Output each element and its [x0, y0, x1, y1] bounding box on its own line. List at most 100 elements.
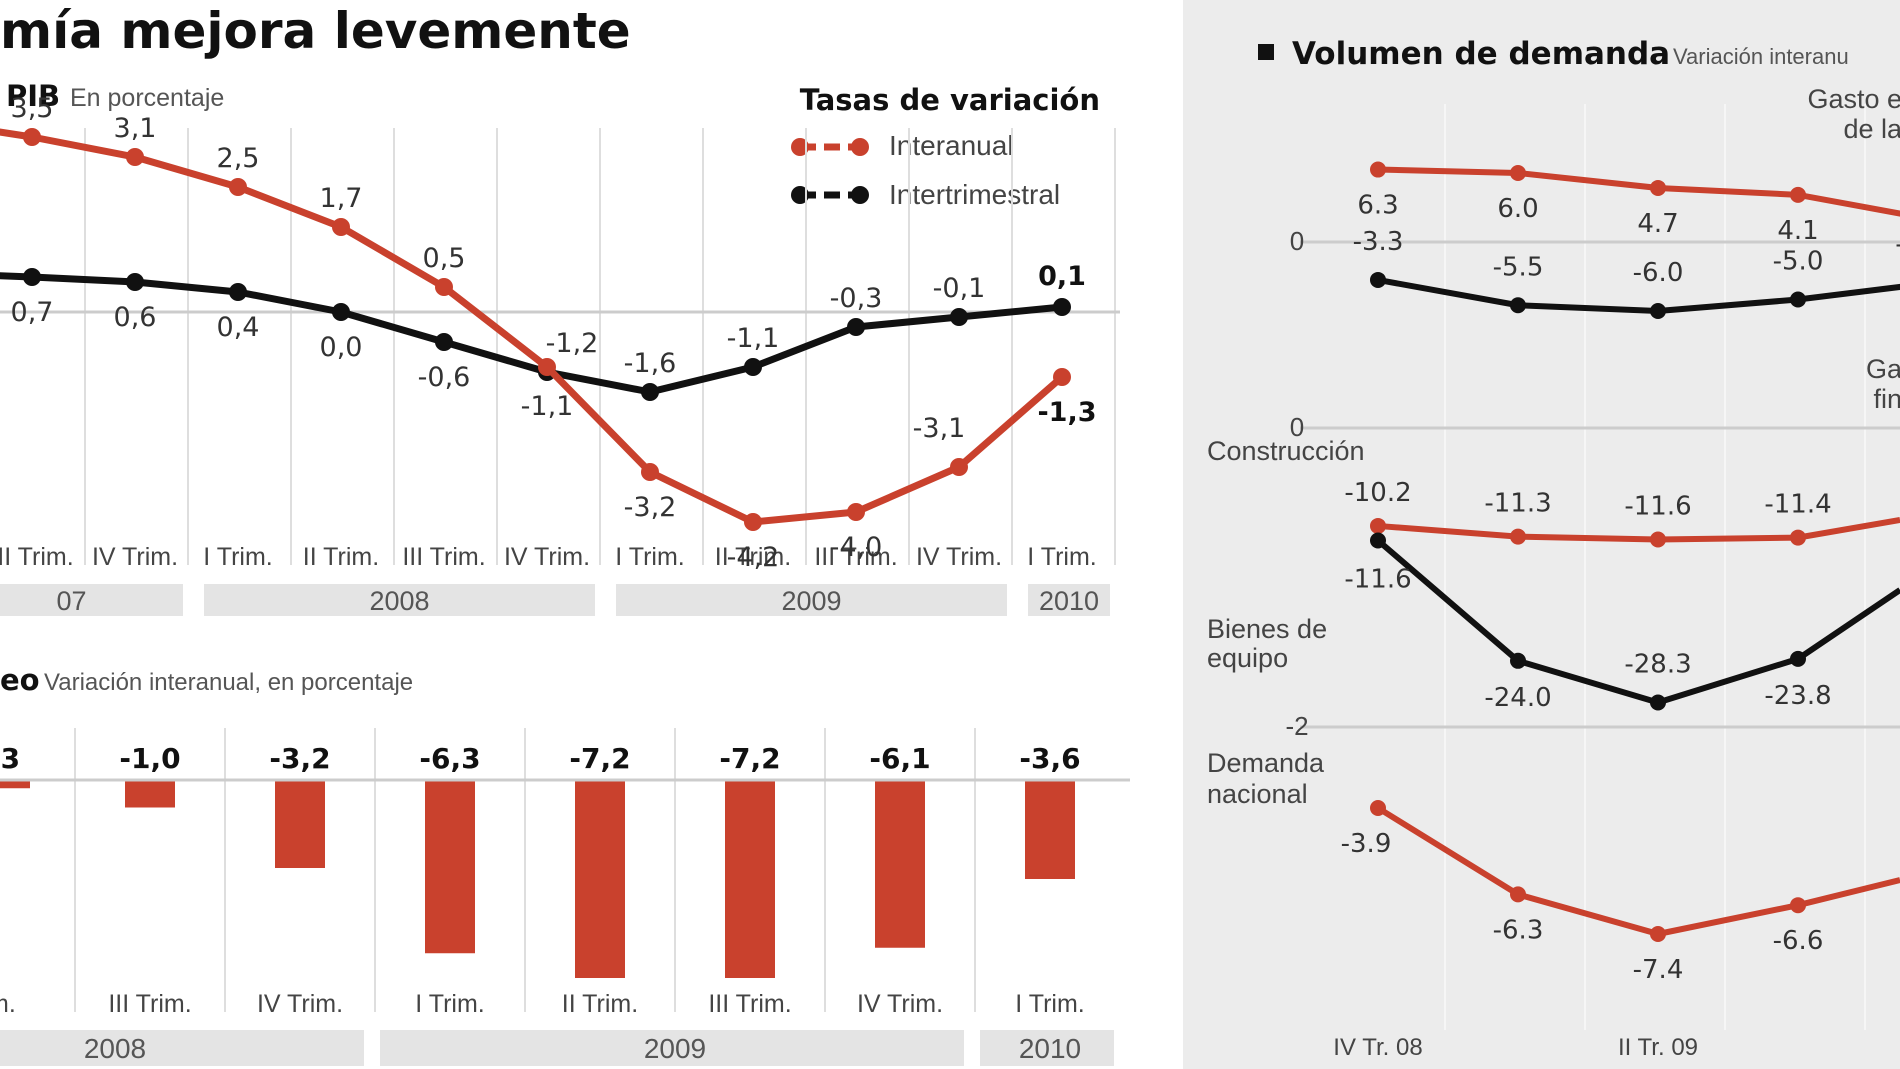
- data-label: 3,1: [114, 113, 157, 144]
- data-point: [435, 333, 453, 351]
- series-name: nacional: [1207, 779, 1308, 809]
- legend-item-intertrimestral: Intertrimestral: [791, 179, 1060, 210]
- data-point: [1650, 179, 1666, 196]
- data-point: [332, 218, 350, 236]
- data-point: [229, 283, 247, 301]
- data-label: -3.3: [1353, 227, 1404, 257]
- data-label: -28.3: [1624, 650, 1691, 680]
- data-label: -3,6: [1019, 742, 1080, 775]
- data-label: 4.7: [1637, 209, 1678, 239]
- legend-label-interanual: Interanual: [889, 130, 1014, 161]
- legend-item-interanual: Interanual: [791, 130, 1014, 161]
- series-name: Construcción: [1207, 436, 1365, 466]
- data-point: [1650, 303, 1666, 319]
- data-point: [1650, 926, 1666, 942]
- data-label: 0,4: [217, 312, 260, 343]
- data-label: -3.9: [1341, 829, 1392, 859]
- data-label: -3,1: [913, 413, 966, 444]
- bar: [0, 780, 30, 789]
- series-name: Demanda: [1207, 748, 1325, 778]
- year-label: 2009: [781, 586, 841, 616]
- demanda-title: Volumen de demanda: [1292, 36, 1670, 72]
- series-name: Gasto e: [1807, 84, 1900, 114]
- empleo-title: eo: [0, 663, 40, 697]
- tick-label: III Trim.: [0, 543, 74, 571]
- series-name: Ga: [1866, 354, 1900, 384]
- data-label: 4.1: [1777, 216, 1818, 246]
- data-label: -0,6: [418, 362, 471, 393]
- data-label: -1,3: [1037, 397, 1096, 428]
- tick-label: III Trim.: [402, 543, 485, 571]
- data-label: -11.6: [1344, 565, 1411, 595]
- data-label: 0,5: [423, 243, 466, 274]
- year-bar: [980, 1030, 1114, 1066]
- data-label: 2,5: [217, 143, 260, 174]
- data-point: [229, 178, 247, 196]
- data-label: 0,6: [114, 302, 157, 333]
- data-label: -5.0: [1773, 247, 1824, 277]
- data-point: [126, 148, 144, 166]
- data-label: -6.6: [1773, 926, 1824, 956]
- tick-label: I Trim.: [1027, 543, 1096, 571]
- data-point: [332, 303, 350, 321]
- bar: [125, 780, 175, 808]
- bar: [425, 780, 475, 954]
- data-label: -3,2: [624, 492, 677, 523]
- tick-label: III Trim.: [708, 990, 791, 1018]
- tick-label: I Trim.: [203, 543, 272, 571]
- demanda-chart: Volumen de demanda Variación interanu IV T…: [1207, 36, 1900, 1061]
- year-bar: [1028, 584, 1110, 616]
- data-point: [1370, 517, 1386, 534]
- data-label: -4,0: [830, 532, 883, 563]
- tick-label: I Trim.: [615, 543, 684, 571]
- data-point: [1510, 886, 1526, 903]
- data-point: [1790, 650, 1806, 667]
- data-point: [847, 503, 865, 521]
- year-bar: [0, 584, 183, 616]
- data-point: [1370, 271, 1386, 288]
- year-bar: [380, 1030, 964, 1066]
- data-point: [1650, 531, 1666, 548]
- data-label: -4,2: [727, 542, 780, 573]
- data-label: -24.0: [1484, 683, 1551, 713]
- year-label: 2010: [1019, 1033, 1081, 1064]
- data-label: 0,0: [320, 332, 363, 363]
- data-label: 3,5: [11, 93, 54, 124]
- data-label: -1,1: [521, 391, 574, 422]
- tick-label: II Tr. 09: [1618, 1034, 1698, 1061]
- pib-unit: En porcentaje: [70, 84, 224, 112]
- data-point: [641, 463, 659, 481]
- data-point: [1510, 165, 1526, 181]
- data-label: -6.0: [1633, 258, 1684, 288]
- tick-label: rim.: [0, 990, 16, 1018]
- data-point: [950, 308, 968, 326]
- data-label: -7,2: [719, 742, 780, 775]
- data-point: [126, 273, 144, 291]
- tick-label: IV Tr. 08: [1333, 1034, 1422, 1061]
- data-label: -6.3: [1493, 915, 1544, 945]
- year-label: 07: [56, 586, 86, 616]
- data-label: -7.4: [1633, 955, 1684, 985]
- data-point: [435, 278, 453, 296]
- legend-title: Tasas de variación: [800, 83, 1100, 117]
- data-label: -6,1: [869, 742, 930, 775]
- pib-chart: III Trim. IV Trim. I Trim. II Trim. III Trim…: [0, 93, 1120, 616]
- data-label: -1,1: [727, 323, 780, 354]
- data-label: 0,7: [11, 297, 54, 328]
- data-point: [744, 513, 762, 531]
- legend-label-intertrimestral: Intertrimestral: [889, 179, 1060, 210]
- zero-label: -2: [1285, 711, 1308, 741]
- data-point: [1510, 528, 1526, 545]
- data-label: -0,1: [933, 273, 986, 304]
- data-point: [1510, 652, 1526, 669]
- bar: [725, 780, 775, 978]
- tick-label: IV Trim.: [257, 990, 343, 1018]
- data-label: -7,2: [569, 742, 630, 775]
- series-line-intertrimestral: [0, 272, 1063, 396]
- data-label: -: [1895, 229, 1900, 259]
- data-label: -1,6: [624, 348, 677, 379]
- data-label: -1,0: [119, 742, 180, 775]
- data-point: [1370, 161, 1386, 178]
- pib-label: PIB: [6, 79, 60, 113]
